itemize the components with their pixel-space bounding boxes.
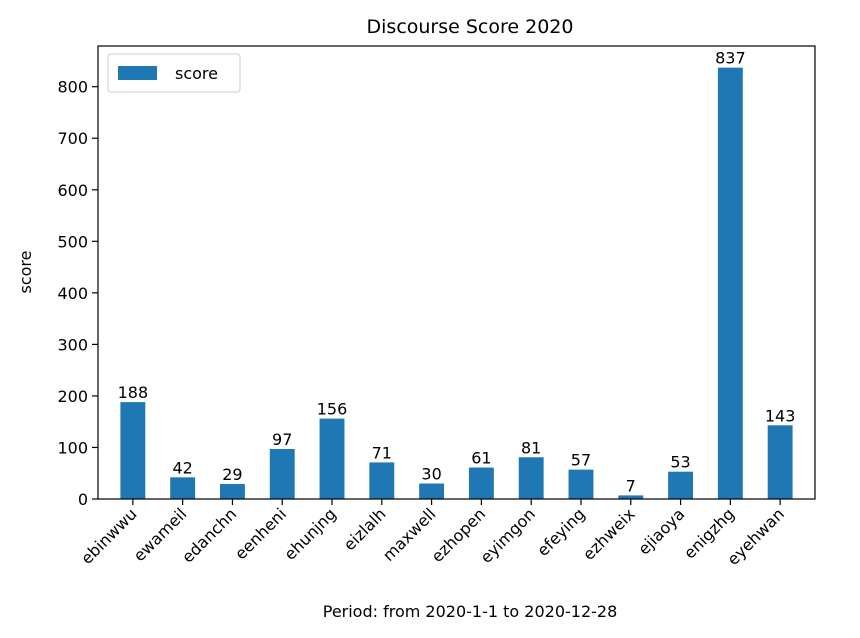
x-tick-label: eyimgon	[476, 504, 539, 567]
y-tick-label: 800	[57, 78, 88, 97]
y-tick-label: 200	[57, 387, 88, 406]
bar-value-label: 81	[521, 438, 541, 457]
bar-eyimgon	[518, 457, 544, 499]
bar-ejiaoya	[668, 471, 694, 499]
y-axis-label: score	[16, 251, 35, 294]
x-tick-label: eenheni	[231, 504, 290, 563]
bar-value-label: 837	[715, 49, 746, 68]
bar-ezhopen	[468, 467, 494, 499]
plot-frame	[97, 45, 816, 500]
bar-maxwell	[419, 483, 445, 499]
legend-entry-score: score	[175, 64, 218, 83]
bar-value-label: 30	[421, 465, 441, 484]
x-tick-label: ebinwwu	[77, 504, 141, 568]
bar-eenheni	[269, 449, 295, 499]
y-tick-label: 500	[57, 232, 88, 251]
bar-value-label: 7	[626, 476, 636, 495]
bar-value-label: 57	[571, 451, 591, 470]
bar-labels-group: 188 42 29 97 156 71 30 61 81 57 7 53 837 143	[118, 49, 796, 496]
bar-edanchn	[219, 484, 245, 499]
x-tick-label: ezhweix	[579, 504, 639, 564]
y-axis: 0 100 200 300 400 500 600 700 800	[57, 78, 98, 509]
legend: score	[107, 53, 241, 93]
y-tick-label: 400	[57, 284, 88, 303]
x-tick-label: edanchn	[178, 504, 240, 566]
x-axis-label: Period: from 2020-1-1 to 2020-12-28	[323, 602, 618, 621]
x-tick-label: ehunjng	[280, 504, 339, 563]
bar-ewameil	[170, 477, 196, 499]
y-tick-label: 100	[57, 438, 88, 457]
bar-ebinwwu	[120, 402, 146, 499]
x-tick-label: eizlalh	[340, 504, 390, 554]
y-tick-label: 600	[57, 181, 88, 200]
bar-value-label: 97	[272, 430, 292, 449]
bar-eyehwan	[767, 425, 793, 499]
y-tick-label: 0	[78, 490, 88, 509]
bar-enigzhg	[717, 67, 743, 499]
y-tick-label: 300	[57, 335, 88, 354]
y-tick-label: 700	[57, 129, 88, 148]
chart-title: Discourse Score 2020	[367, 16, 574, 38]
bar-value-label: 143	[765, 406, 796, 425]
legend-swatch	[118, 66, 157, 80]
bars-group	[120, 67, 793, 499]
bar-value-label: 71	[372, 443, 392, 462]
bar-eizlalh	[369, 462, 395, 499]
bar-ehunjng	[319, 418, 345, 499]
bar-value-label: 61	[471, 449, 491, 468]
bar-value-label: 53	[670, 453, 690, 472]
bar-efeying	[568, 469, 594, 499]
bar-value-label: 29	[222, 465, 242, 484]
legend-box	[107, 53, 241, 93]
bar-ezhweix	[618, 495, 644, 499]
bar-value-label: 42	[172, 458, 192, 477]
bar-value-label: 188	[118, 383, 149, 402]
bar-value-label: 156	[317, 400, 348, 419]
